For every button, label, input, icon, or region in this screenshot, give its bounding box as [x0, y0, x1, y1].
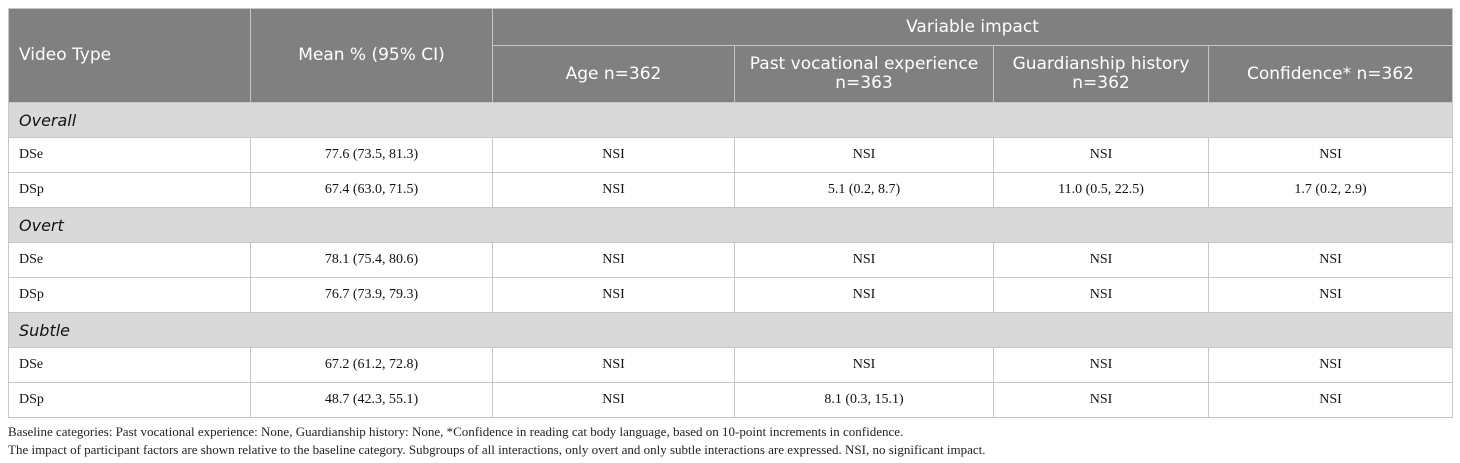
- section-title: Overt: [8, 207, 1453, 243]
- cell-guardianship: 11.0 (0.5, 22.5): [993, 172, 1209, 208]
- table-row: DSe 67.2 (61.2, 72.8) NSI NSI NSI NSI: [8, 347, 1453, 383]
- cell-age: NSI: [492, 137, 735, 173]
- section-title: Overall: [8, 102, 1453, 138]
- cell-guardianship: NSI: [993, 382, 1209, 418]
- header-guardianship: Guardianship history n=362: [993, 45, 1209, 103]
- cell-age: NSI: [492, 277, 735, 313]
- cell-age: NSI: [492, 242, 735, 278]
- cell-video-type: DSe: [8, 347, 251, 383]
- cell-confidence: NSI: [1208, 137, 1453, 173]
- results-table-container: Video Type Mean % (95% CI) Variable impa…: [8, 8, 1453, 418]
- cell-past-vocational: NSI: [734, 242, 994, 278]
- cell-age: NSI: [492, 172, 735, 208]
- cell-age: NSI: [492, 347, 735, 383]
- cell-age: NSI: [492, 382, 735, 418]
- cell-mean: 78.1 (75.4, 80.6): [250, 242, 493, 278]
- table-footnotes: Baseline categories: Past vocational exp…: [8, 423, 1452, 459]
- cell-past-vocational: NSI: [734, 347, 994, 383]
- cell-confidence: NSI: [1208, 347, 1453, 383]
- header-past-vocational: Past vocational experience n=363: [734, 45, 994, 103]
- cell-past-vocational: NSI: [734, 137, 994, 173]
- table-row: DSe 77.6 (73.5, 81.3) NSI NSI NSI NSI: [8, 137, 1453, 173]
- table-row: DSe 78.1 (75.4, 80.6) NSI NSI NSI NSI: [8, 242, 1453, 278]
- header-age: Age n=362: [492, 45, 735, 103]
- cell-video-type: DSp: [8, 382, 251, 418]
- cell-mean: 67.4 (63.0, 71.5): [250, 172, 493, 208]
- cell-confidence: NSI: [1208, 277, 1453, 313]
- cell-mean: 67.2 (61.2, 72.8): [250, 347, 493, 383]
- footnote-baseline: Baseline categories: Past vocational exp…: [8, 424, 904, 439]
- table-header: Video Type Mean % (95% CI) Variable impa…: [8, 8, 1453, 103]
- cell-guardianship: NSI: [993, 137, 1209, 173]
- cell-confidence: NSI: [1208, 242, 1453, 278]
- section-row-subtle: Subtle: [8, 312, 1453, 348]
- cell-video-type: DSp: [8, 172, 251, 208]
- section-row-overt: Overt: [8, 207, 1453, 243]
- cell-mean: 48.7 (42.3, 55.1): [250, 382, 493, 418]
- header-variable-impact: Variable impact: [492, 8, 1453, 46]
- table-row: DSp 76.7 (73.9, 79.3) NSI NSI NSI NSI: [8, 277, 1453, 313]
- results-table: Video Type Mean % (95% CI) Variable impa…: [8, 8, 1453, 418]
- cell-past-vocational: 8.1 (0.3, 15.1): [734, 382, 994, 418]
- cell-guardianship: NSI: [993, 277, 1209, 313]
- cell-past-vocational: 5.1 (0.2, 8.7): [734, 172, 994, 208]
- cell-confidence: 1.7 (0.2, 2.9): [1208, 172, 1453, 208]
- table-row: DSp 67.4 (63.0, 71.5) NSI 5.1 (0.2, 8.7)…: [8, 172, 1453, 208]
- cell-video-type: DSe: [8, 242, 251, 278]
- header-confidence: Confidence* n=362: [1208, 45, 1453, 103]
- header-video-type: Video Type: [8, 8, 251, 103]
- table-row: DSp 48.7 (42.3, 55.1) NSI 8.1 (0.3, 15.1…: [8, 382, 1453, 418]
- cell-guardianship: NSI: [993, 347, 1209, 383]
- cell-guardianship: NSI: [993, 242, 1209, 278]
- footnote-interpretation: The impact of participant factors are sh…: [8, 442, 986, 457]
- table-body: Overall DSe 77.6 (73.5, 81.3) NSI NSI NS…: [8, 102, 1453, 418]
- section-title: Subtle: [8, 312, 1453, 348]
- cell-video-type: DSp: [8, 277, 251, 313]
- cell-video-type: DSe: [8, 137, 251, 173]
- section-row-overall: Overall: [8, 102, 1453, 138]
- header-mean: Mean % (95% CI): [250, 8, 493, 103]
- cell-mean: 76.7 (73.9, 79.3): [250, 277, 493, 313]
- cell-past-vocational: NSI: [734, 277, 994, 313]
- cell-mean: 77.6 (73.5, 81.3): [250, 137, 493, 173]
- cell-confidence: NSI: [1208, 382, 1453, 418]
